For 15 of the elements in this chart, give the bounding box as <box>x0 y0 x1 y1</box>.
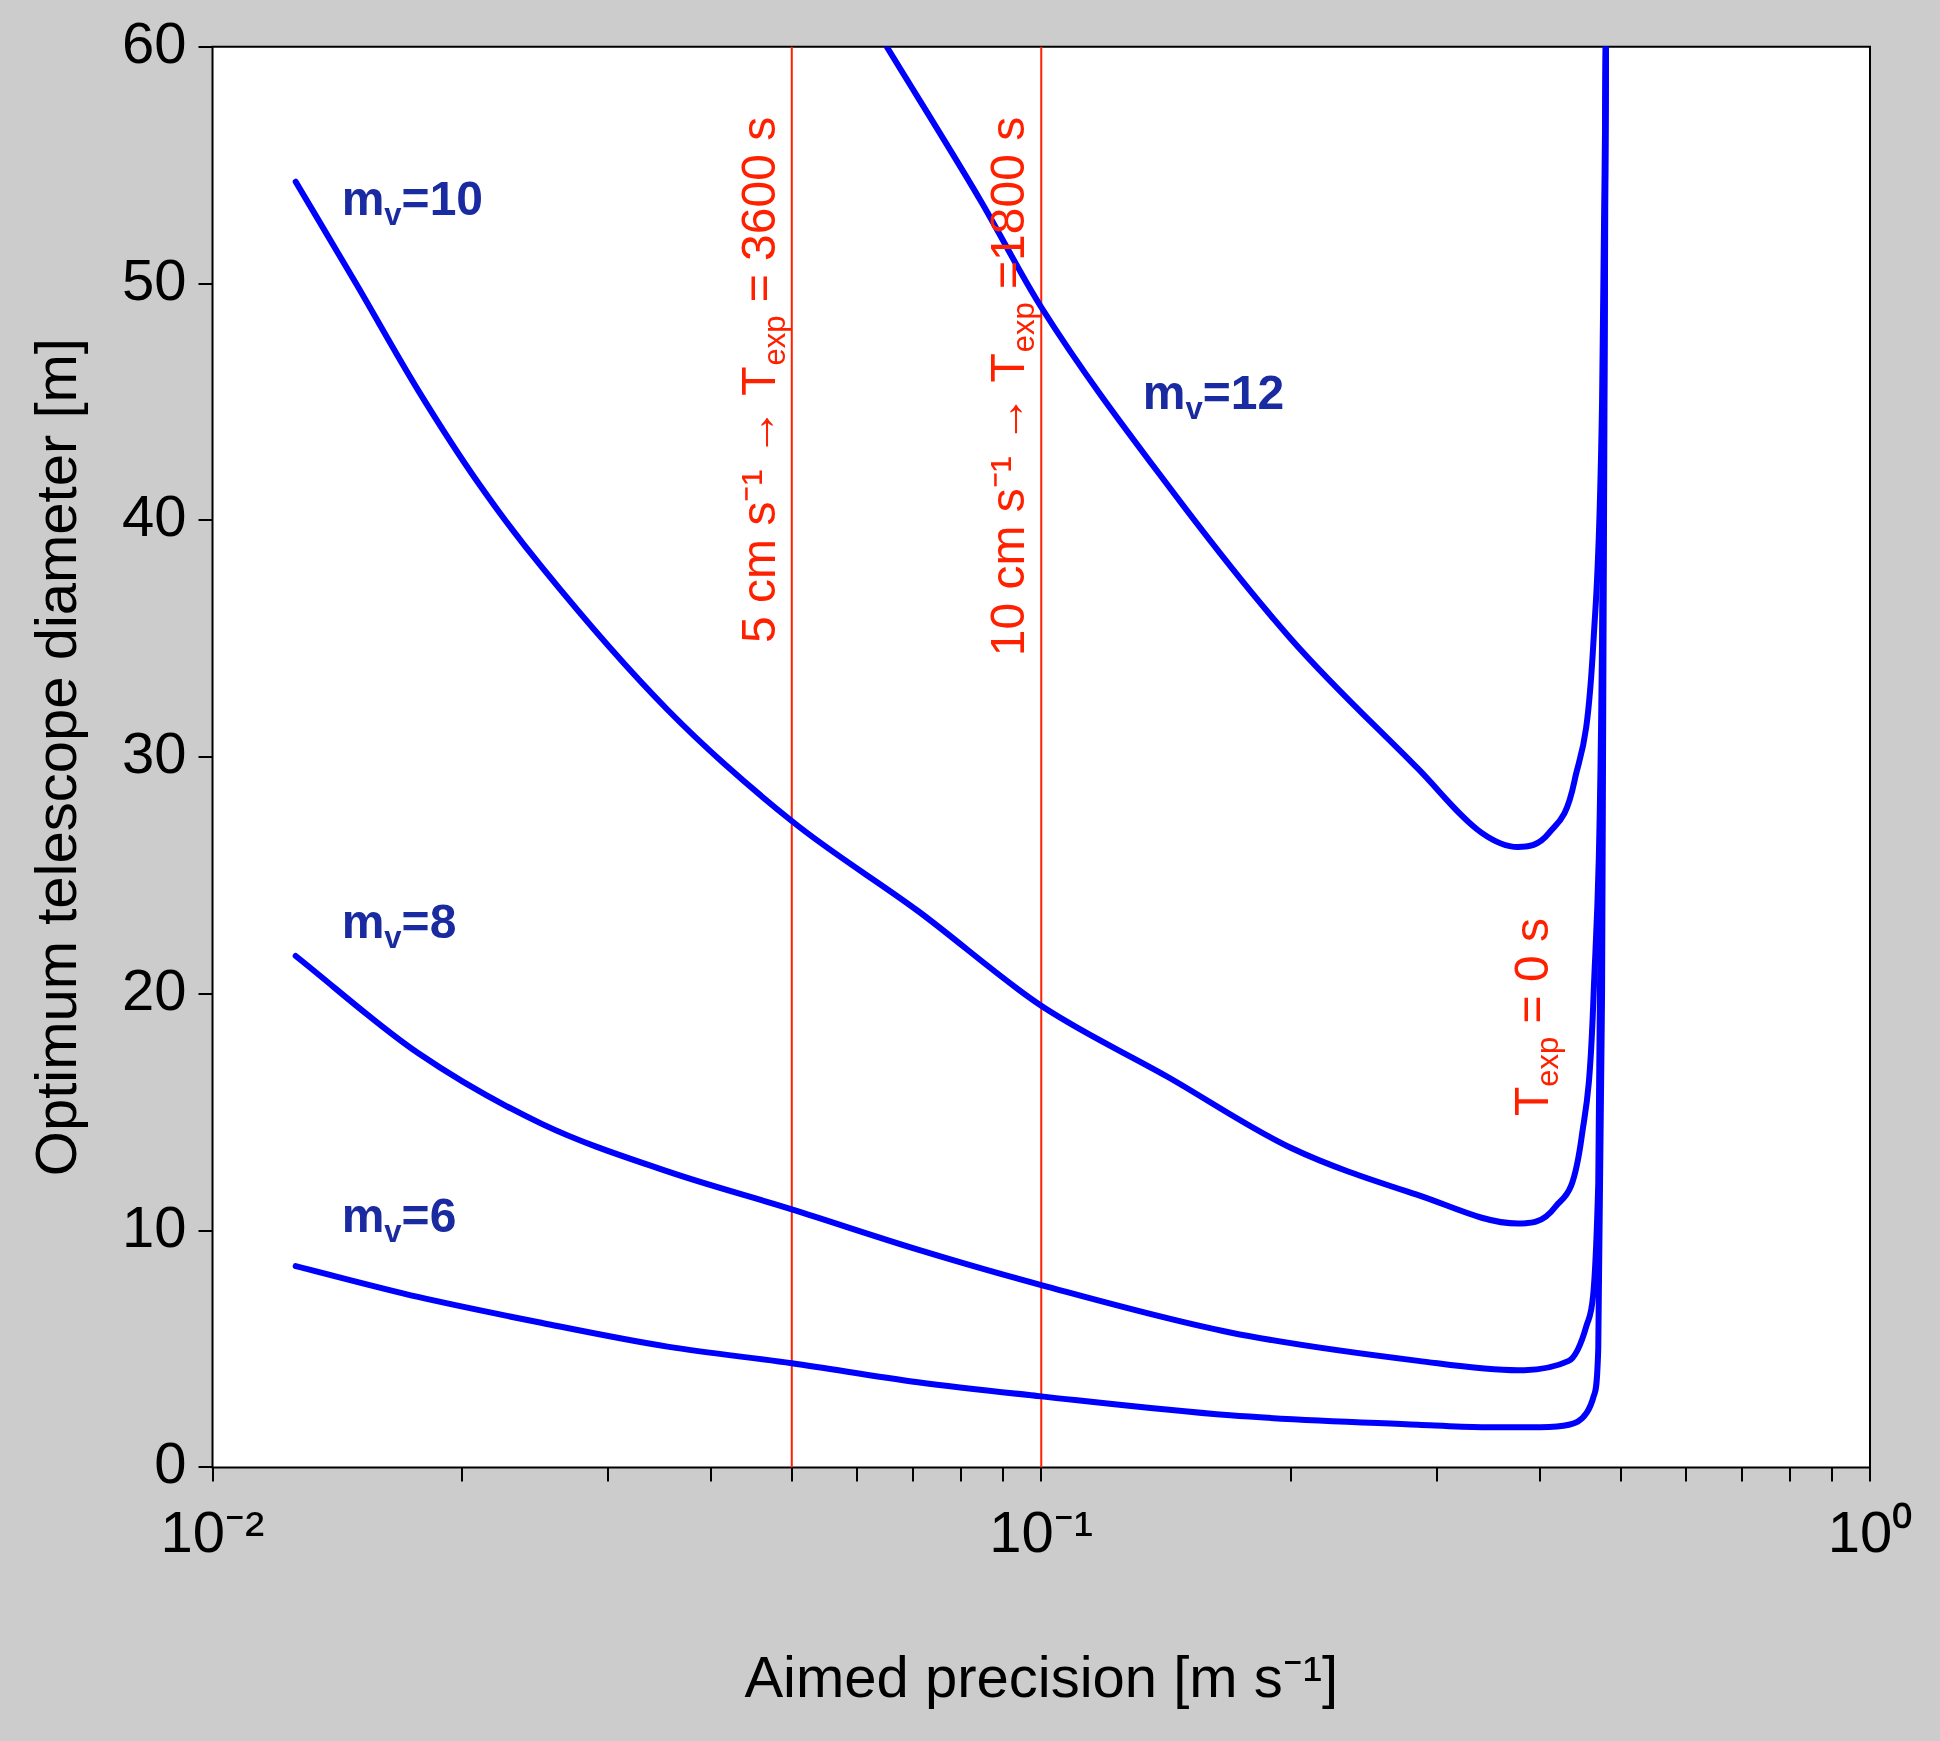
y-tick-label: 60 <box>122 9 187 75</box>
x-tick-label: 10⁻² <box>160 1499 265 1565</box>
x-tick-label: 10⁻¹ <box>989 1499 1094 1565</box>
annotation: Texp = 0 s <box>1505 918 1566 1117</box>
y-tick-label: 10 <box>122 1193 187 1259</box>
y-tick-label: 0 <box>154 1430 187 1496</box>
y-axis-title: Optimum telescope diameter [m] <box>23 338 88 1177</box>
y-tick-label: 20 <box>122 956 187 1022</box>
y-tick-label: 50 <box>122 246 187 312</box>
x-tick-label: 10⁰ <box>1827 1499 1913 1565</box>
y-tick-label: 30 <box>122 720 187 786</box>
ref-line-label: 10 cm s⁻¹ → Texp =1800 s <box>981 116 1042 657</box>
y-tick-label: 40 <box>122 483 187 549</box>
ref-line-label: 5 cm s⁻¹ → Texp = 3600 s <box>732 116 792 643</box>
x-axis-title: Aimed precision [m s⁻¹] <box>744 1644 1339 1709</box>
